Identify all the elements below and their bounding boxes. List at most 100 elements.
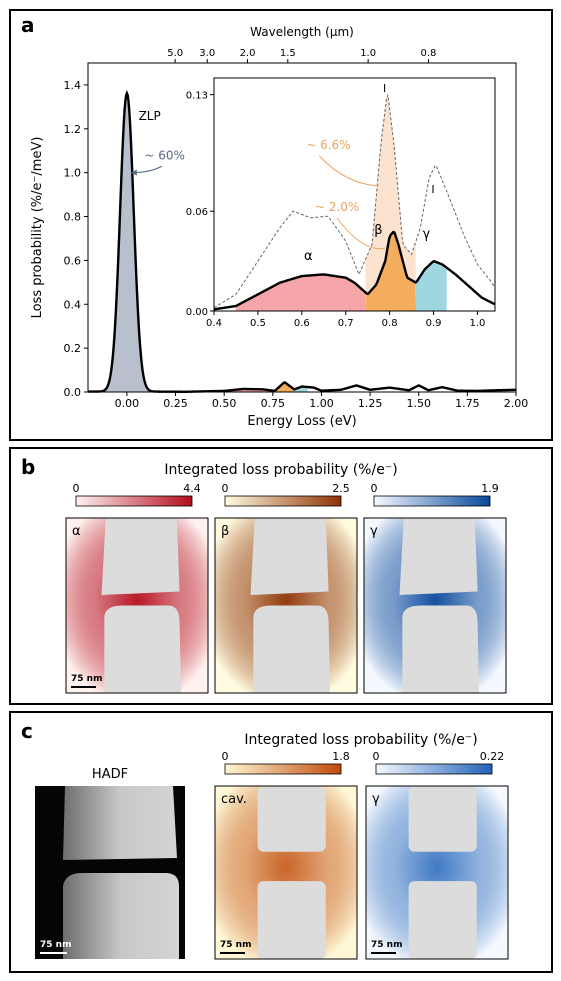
inset-frame-bg <box>213 77 496 312</box>
b-map2-map-symbol: γ <box>370 524 378 539</box>
panel-c-maps: Integrated loss probability (%/e⁻) HADF 75… <box>35 732 509 960</box>
b-map1-particle-bottom <box>253 605 331 693</box>
y-tick-label: 1.4 <box>64 79 82 92</box>
inset-y-tick-label: 0.00 <box>186 307 208 318</box>
x-tick-label: 0.25 <box>163 397 188 410</box>
top-tick-label: 3.0 <box>199 48 215 59</box>
mode-alpha-label: α <box>304 249 313 264</box>
c-map0-cbar-min: 0 <box>222 750 229 763</box>
b-map1-map-frame <box>214 517 358 694</box>
y-tick-label: 0.6 <box>64 254 82 267</box>
b-map2-cbar-min: 0 <box>371 482 378 495</box>
x-tick-label: 1.25 <box>358 397 383 410</box>
y-tick-label: 1.0 <box>64 167 82 180</box>
b-map1-cbar-min: 0 <box>222 482 229 495</box>
inset-I-marker-1: I <box>383 82 386 95</box>
panel-b: b <box>9 447 553 705</box>
b-map0-colorbar <box>75 495 193 507</box>
top-axis-label: Wavelength (μm) <box>250 25 354 39</box>
zlp-label: ZLP <box>139 109 161 123</box>
c-map1-particle-top <box>408 786 477 852</box>
x-tick-label: 0.75 <box>261 397 286 410</box>
top-tick-label: 1.0 <box>360 48 376 59</box>
hadf-title: HADF <box>92 767 128 782</box>
top-tick-label: 2.0 <box>240 48 256 59</box>
y-tick-label: 0.0 <box>64 386 82 399</box>
b-map1-particle-top <box>250 518 329 595</box>
inset-x-tick-label: 0.4 <box>206 318 222 329</box>
panel-a-label: a <box>21 13 35 37</box>
inset-percent-1: ~ 6.6% <box>306 138 350 152</box>
y-tick-label: 0.2 <box>64 342 82 355</box>
b-map1-colorbar <box>224 495 342 507</box>
zlp-arrowhead <box>130 169 137 176</box>
c-map0-particle-bottom <box>257 881 326 959</box>
b-map0-particle-bottom <box>104 605 182 693</box>
inset-arrow-1 <box>319 155 379 187</box>
x-tick-label: 2.00 <box>504 397 529 410</box>
y-tick-label: 0.4 <box>64 298 82 311</box>
b-map0-particle-top <box>101 518 180 595</box>
panel-a-chart: 0.00 0.25 0.50 0.75 1.00 1.25 1.50 1.75 2.000.00… <box>30 25 529 429</box>
hadf-scalebar-label: 75 nm <box>40 940 71 950</box>
c-map1-particle-bottom <box>408 881 477 959</box>
mode-beta-label: β <box>374 223 382 238</box>
inset-x-tick-label: 0.7 <box>338 318 354 329</box>
hadf-particle-bottom <box>63 873 179 959</box>
x-tick-label: 1.50 <box>406 397 431 410</box>
inset-x-tick-label: 0.8 <box>382 318 398 329</box>
inset-x-tick-label: 0.9 <box>426 318 442 329</box>
y-axis-label: Loss probability (%/e⁻/meV) <box>30 137 45 319</box>
x-axis-label: Energy Loss (eV) <box>247 414 356 429</box>
top-tick-label: 0.8 <box>421 48 437 59</box>
b-map2-map-frame <box>363 517 507 694</box>
b-map0-cbar-min: 0 <box>73 482 80 495</box>
inset-x-tick-label: 1.0 <box>469 318 485 329</box>
hadf-particle-top <box>63 786 177 860</box>
y-tick-label: 0.8 <box>64 211 82 224</box>
inset-percent-2: ~ 2.0% <box>315 200 359 214</box>
b-map1-map-symbol: β <box>221 524 229 539</box>
panel-c-label: c <box>21 719 33 743</box>
c-map1-cbar-max: 0.22 <box>480 750 505 763</box>
c-map0-cbar-max: 1.8 <box>332 750 350 763</box>
inset-x-tick-label: 0.5 <box>250 318 266 329</box>
inset-y-tick-label: 0.06 <box>186 207 208 218</box>
c-map0-map-frame <box>214 785 358 960</box>
b-map2-particle-top <box>399 518 478 595</box>
inset-band-0 <box>235 274 366 311</box>
inset-arrow-2 <box>336 217 386 250</box>
y-tick-label: 1.2 <box>64 123 82 136</box>
x-tick-label: 1.75 <box>455 397 480 410</box>
panel-b-title: Integrated loss probability (%/e⁻) <box>164 462 397 478</box>
x-tick-label: 0.00 <box>115 397 140 410</box>
inset-x-tick-label: 0.6 <box>294 318 310 329</box>
main-plot-frame <box>87 62 517 393</box>
c-map1-map-frame <box>365 785 509 960</box>
zlp-fill <box>97 93 157 393</box>
b-map0-scalebar-label: 75 nm <box>71 674 102 684</box>
inset-I-marker-2: I <box>431 183 434 196</box>
zlp-percent: ~ 60% <box>144 149 185 163</box>
b-map1-cbar-max: 2.5 <box>332 482 350 495</box>
b-map2-cbar-max: 1.9 <box>481 482 499 495</box>
inset-band-2 <box>415 261 447 311</box>
x-tick-label: 1.00 <box>309 397 334 410</box>
c-map1-map-symbol: γ <box>372 792 380 807</box>
c-map1-cbar-min: 0 <box>373 750 380 763</box>
b-map0-map-frame <box>65 517 209 694</box>
b-map0-cbar-max: 4.4 <box>183 482 201 495</box>
inset-band-1 <box>365 231 416 311</box>
c-map0-scalebar-label: 75 nm <box>220 940 251 950</box>
b-map2-colorbar <box>373 495 491 507</box>
inset-simulated-line <box>213 94 495 309</box>
inset-simulated-peak-fill <box>365 91 416 311</box>
inset-y-tick-label: 0.13 <box>186 91 208 102</box>
c-map0-particle-top <box>257 786 326 852</box>
top-tick-label: 5.0 <box>167 48 183 59</box>
panel-a: a <box>9 9 553 441</box>
top-tick-label: 1.5 <box>280 48 296 59</box>
inset-measured-line <box>213 230 496 311</box>
panel-b-maps: Integrated loss probability (%/e⁻) 0 4.4 α 7… <box>65 462 507 694</box>
c-map0-colorbar <box>224 763 342 775</box>
